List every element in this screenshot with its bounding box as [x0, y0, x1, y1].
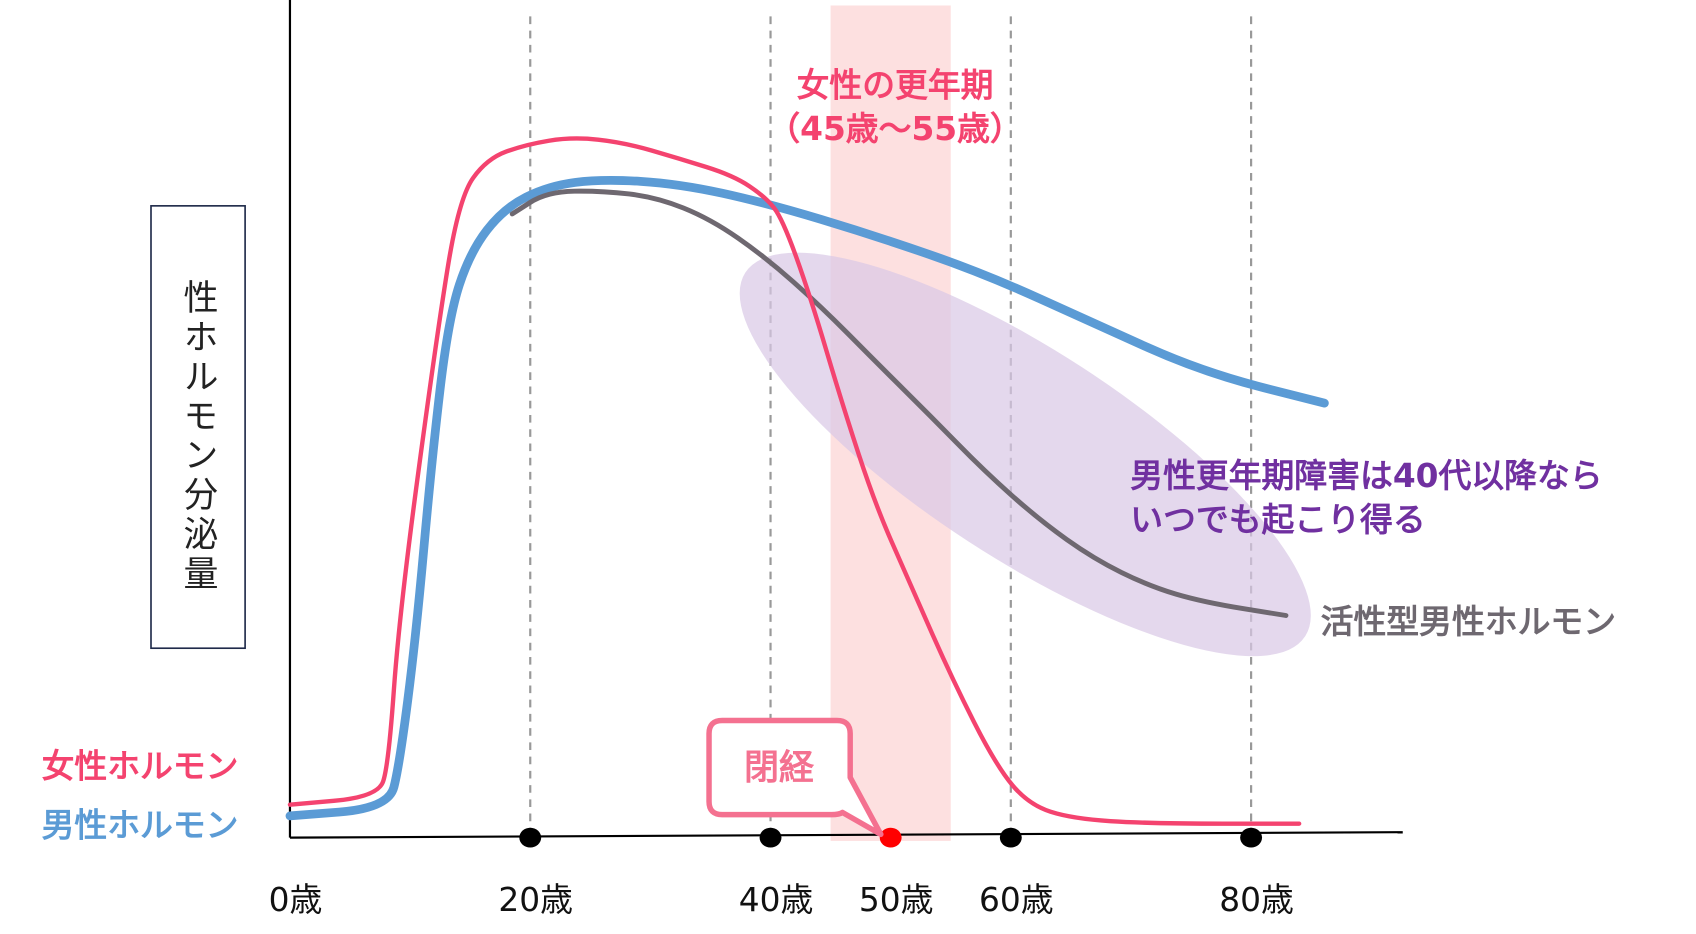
- menopause-title: 女性の更年期: [797, 66, 994, 104]
- male-hormone-line: [285, 175, 1329, 821]
- menopause-range: （45歳〜55歳）: [767, 110, 1022, 148]
- age-dot-60: [999, 827, 1022, 848]
- y-axis-label-box: [150, 205, 246, 650]
- x-tick-label-80: 80歳: [1219, 881, 1294, 919]
- legend-active: 活性型男性ホルモン: [1321, 603, 1616, 641]
- menopause-dot: [879, 827, 902, 848]
- active-hormone-line: [509, 188, 1289, 618]
- female-hormone-line: [287, 136, 1302, 826]
- male-note-line1: 男性更年期障害は40代以降なら: [1130, 457, 1602, 495]
- x-tick-label-50: 50歳: [859, 881, 934, 919]
- age-dot-80: [1240, 827, 1263, 848]
- y-axis-label: 性ホルモン分泌量: [178, 279, 219, 594]
- legend-female: 女性ホルモン: [42, 747, 239, 785]
- legend-male: 男性ホルモン: [42, 807, 239, 845]
- x-axis: [289, 831, 1403, 839]
- menopause-bubble-label: 閉経: [744, 748, 815, 789]
- x-tick-label-60: 60歳: [979, 881, 1054, 919]
- x-tick-label-20: 20歳: [498, 881, 573, 919]
- x-tick-label-0: 0歳: [269, 881, 323, 919]
- male-note-line2: いつでも起こり得る: [1130, 501, 1425, 539]
- male-menopause-ellipse: [739, 252, 1311, 657]
- age-dot-20: [519, 827, 542, 848]
- age-dot-40: [759, 827, 782, 848]
- x-tick-label-40: 40歳: [739, 881, 814, 919]
- menopause-bubble: 閉経: [706, 717, 884, 838]
